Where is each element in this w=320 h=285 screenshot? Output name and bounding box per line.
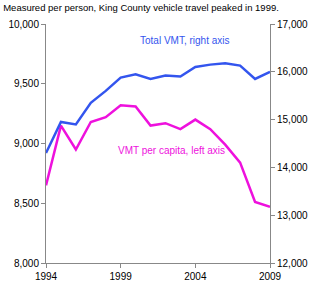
svg-text:1994: 1994 (35, 271, 58, 282)
svg-text:9,000: 9,000 (14, 138, 39, 149)
svg-text:13,000: 13,000 (277, 210, 308, 221)
svg-text:14,000: 14,000 (277, 162, 308, 173)
svg-text:15,000: 15,000 (277, 114, 308, 125)
svg-text:17,000: 17,000 (277, 19, 308, 30)
svg-text:12,000: 12,000 (277, 258, 308, 269)
svg-text:8,500: 8,500 (14, 198, 39, 209)
svg-text:9,500: 9,500 (14, 78, 39, 89)
svg-text:8,000: 8,000 (14, 258, 39, 269)
svg-text:2004: 2004 (184, 271, 207, 282)
svg-text:10,000: 10,000 (8, 19, 39, 30)
svg-text:16,000: 16,000 (277, 66, 308, 77)
svg-text:2009: 2009 (259, 271, 282, 282)
svg-text:Measured per person, King Coun: Measured per person, King County vehicle… (3, 2, 279, 13)
svg-text:Total VMT, right axis: Total VMT, right axis (140, 35, 229, 46)
svg-text:1999: 1999 (110, 271, 133, 282)
svg-text:VMT per capita, left axis: VMT per capita, left axis (118, 145, 225, 156)
